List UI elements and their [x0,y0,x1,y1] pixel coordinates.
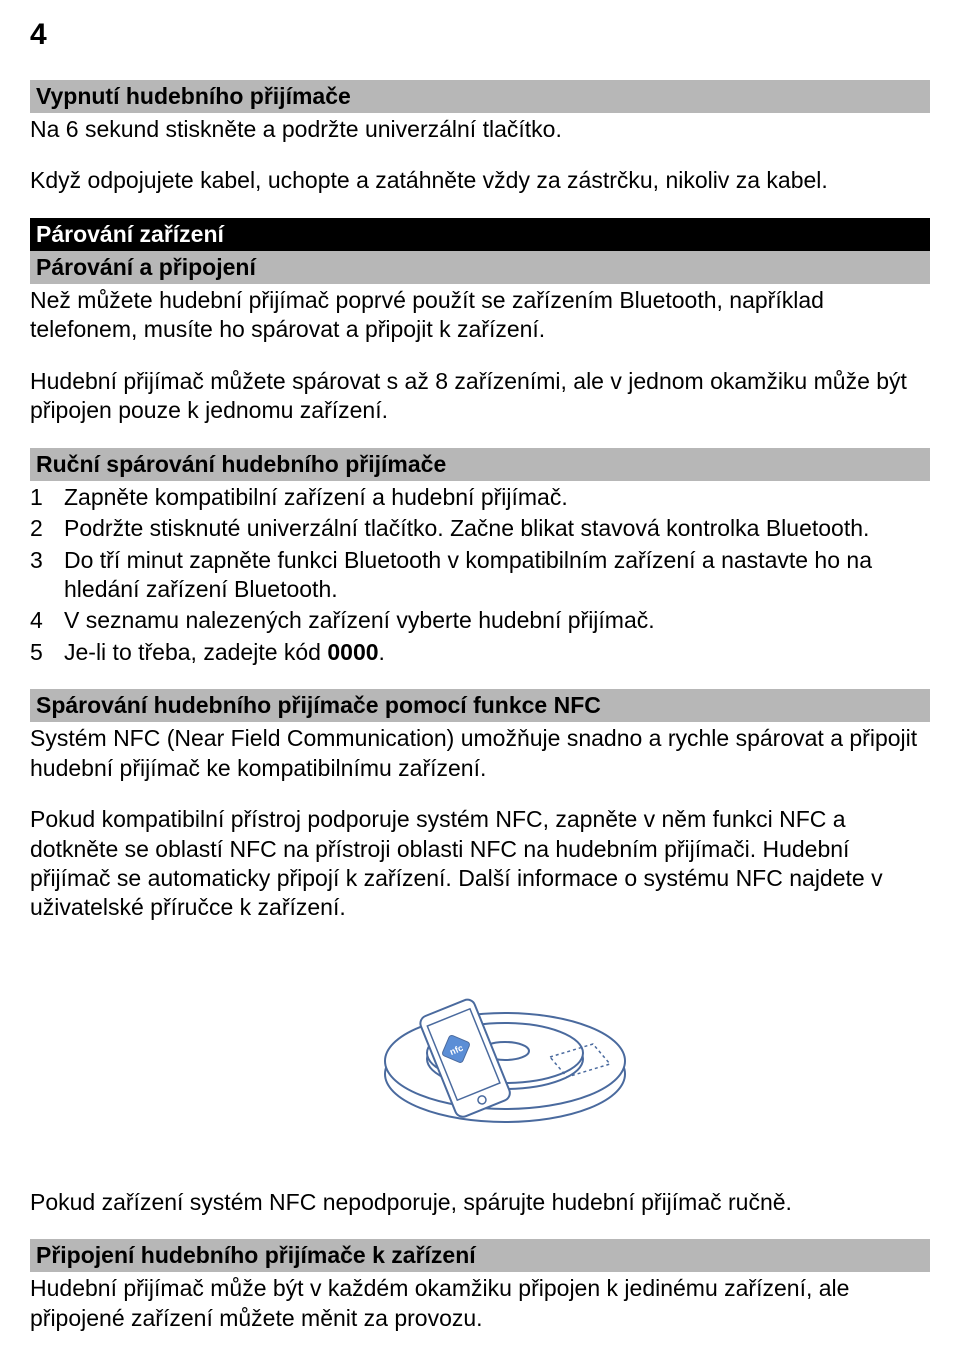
step-number: 5 [30,638,64,667]
para-before-use: Než můžete hudební přijímač poprvé použí… [30,286,930,345]
subheading-nfc-pairing: Spárování hudebního přijímače pomocí fun… [30,689,930,722]
step-number: 2 [30,514,64,543]
para-nfc-howto: Pokud kompatibilní přístroj podporuje sy… [30,805,930,923]
list-item: 3 Do tří minut zapněte funkci Bluetooth … [30,546,930,605]
page-number: 4 [30,0,930,80]
step-text: Zapněte kompatibilní zařízení a hudební … [64,483,930,512]
para-press-hold: Na 6 sekund stiskněte a podržte univerzá… [30,115,930,144]
list-item: 1 Zapněte kompatibilní zařízení a hudebn… [30,483,930,512]
subheading-pairing-connect: Párování a připojení [30,251,930,284]
list-item: 4 V seznamu nalezených zařízení vyberte … [30,606,930,635]
step-text: V seznamu nalezených zařízení vyberte hu… [64,606,930,635]
nfc-illustration: nfc [30,949,930,1154]
list-item: 2 Podržte stisknuté univerzální tlačítko… [30,514,930,543]
heading-pairing-device: Párování zařízení [30,218,930,251]
para-unplug-cable: Když odpojujete kabel, uchopte a zatáhně… [30,166,930,195]
step-number: 1 [30,483,64,512]
list-item: 5 Je-li to třeba, zadejte kód 0000. [30,638,930,667]
step-number: 3 [30,546,64,605]
step-number: 4 [30,606,64,635]
heading-turn-off: Vypnutí hudebního přijímače [30,80,930,113]
para-nfc-intro: Systém NFC (Near Field Communication) um… [30,724,930,783]
para-pair-8-devices: Hudební přijímač můžete spárovat s až 8 … [30,367,930,426]
step-text: Je-li to třeba, zadejte kód 0000. [64,638,930,667]
step-text: Podržte stisknuté univerzální tlačítko. … [64,514,930,543]
para-nfc-fallback: Pokud zařízení systém NFC nepodporuje, s… [30,1188,930,1217]
subheading-connect-device: Připojení hudebního přijímače k zařízení [30,1239,930,1272]
subheading-manual-pairing: Ruční spárování hudebního přijímače [30,448,930,481]
steps-list: 1 Zapněte kompatibilní zařízení a hudebn… [30,483,930,668]
step-text: Do tří minut zapněte funkci Bluetooth v … [64,546,930,605]
para-connect-single: Hudební přijímač může být v každém okamž… [30,1274,930,1333]
